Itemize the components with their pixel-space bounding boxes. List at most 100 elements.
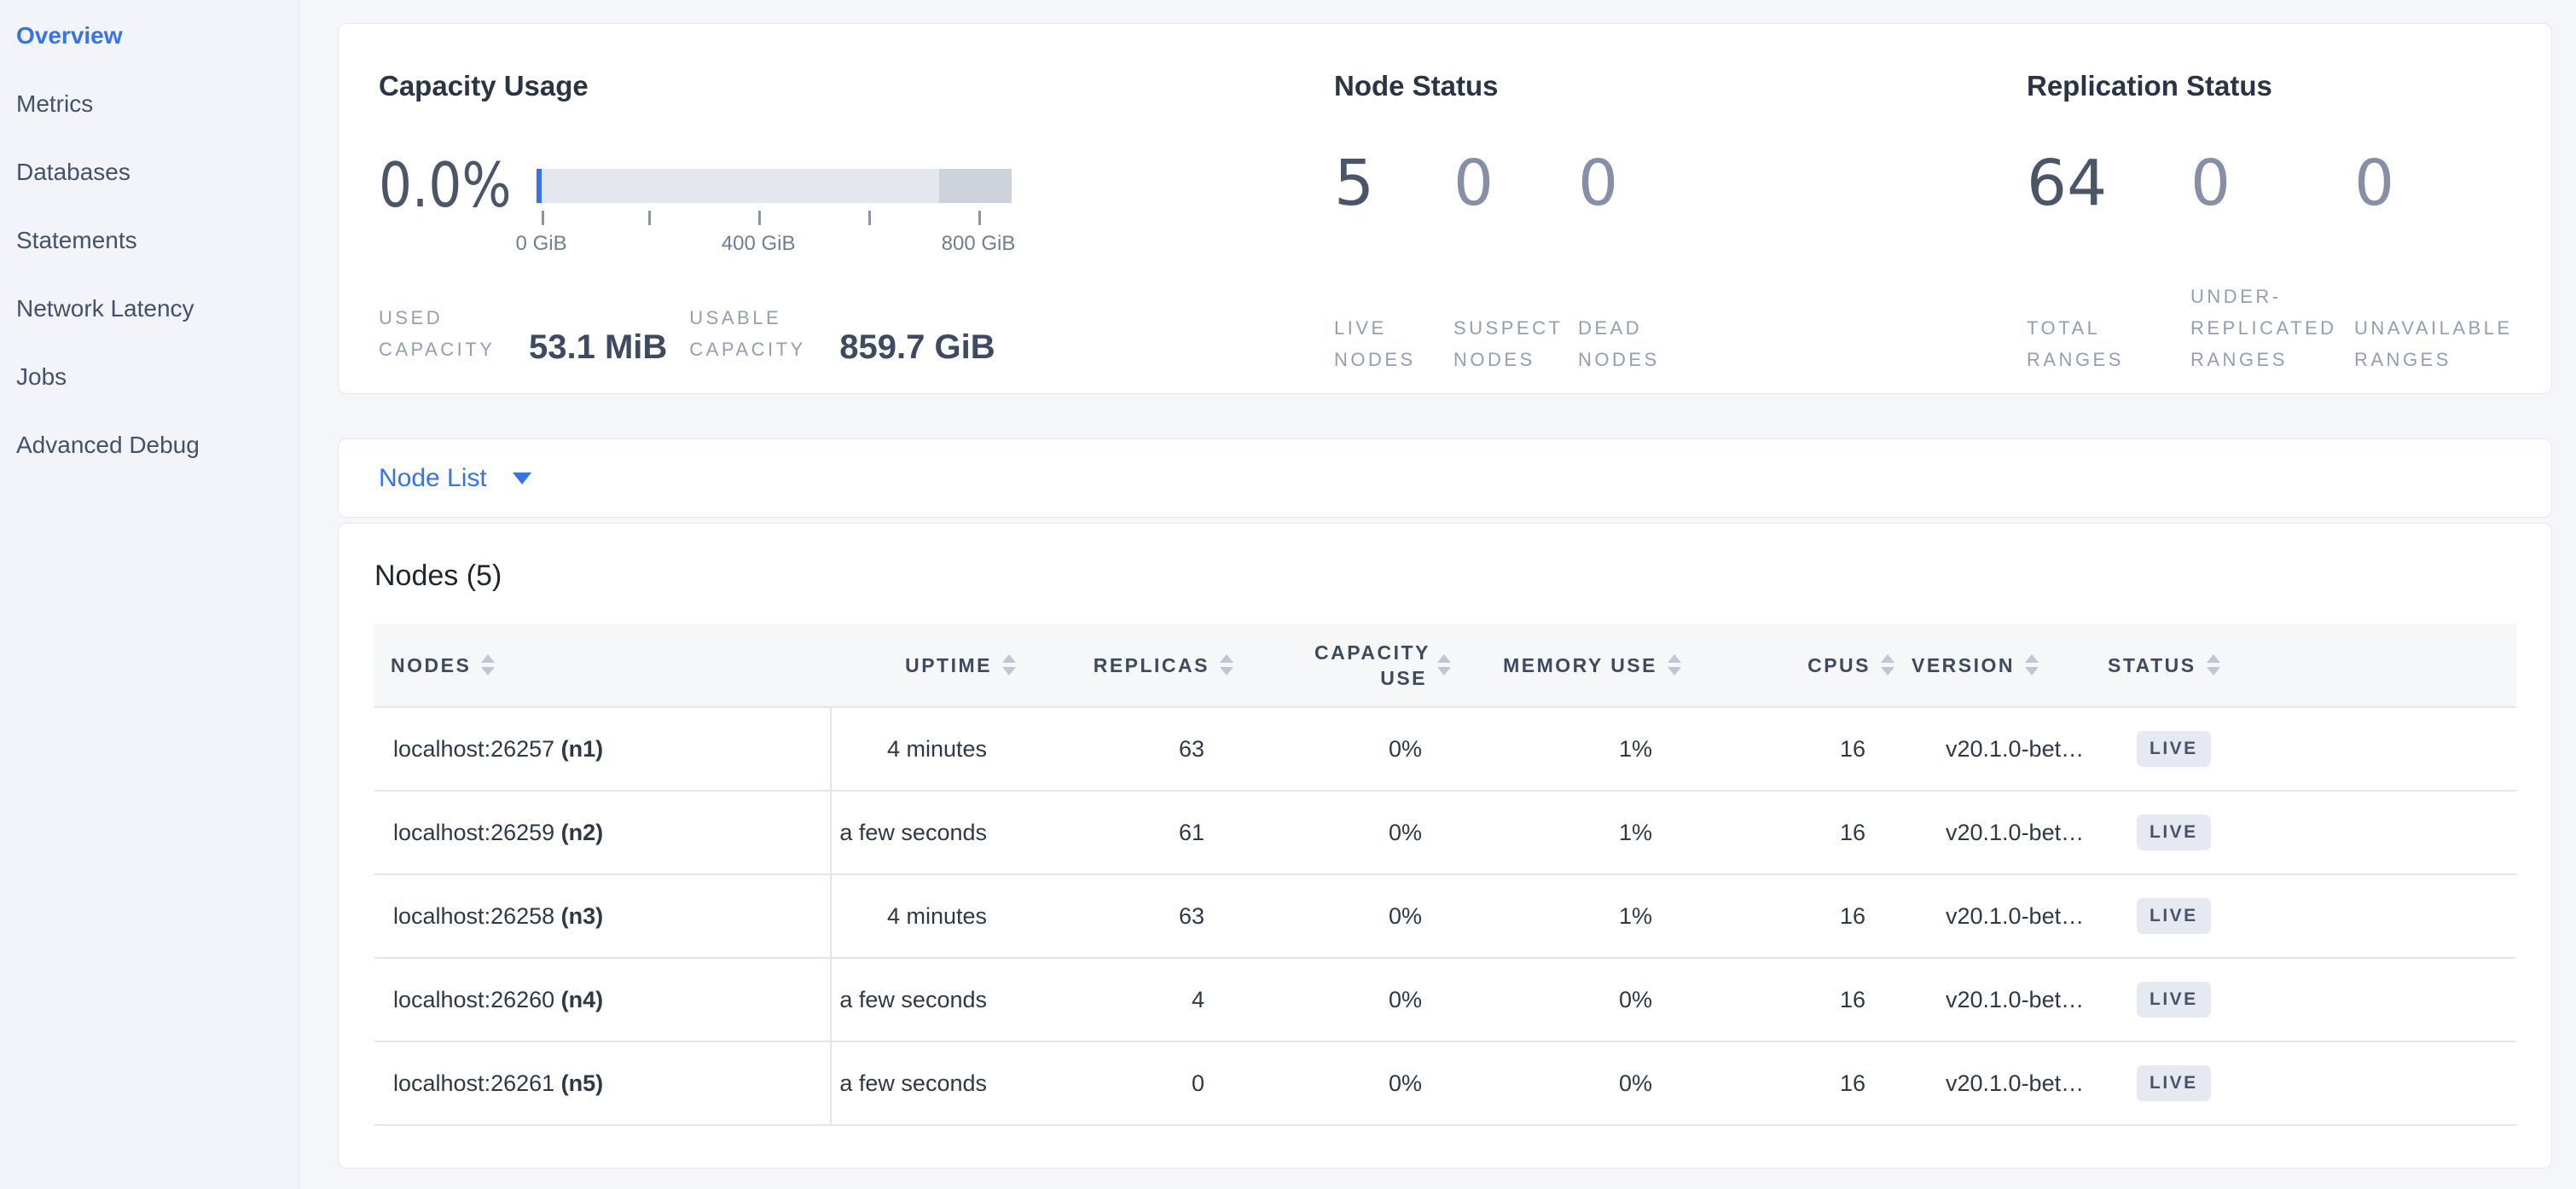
live-nodes-value: 5: [1334, 147, 1375, 220]
capacity-bar-used-marker: [537, 169, 542, 203]
column-header-uptime[interactable]: UPTIME: [831, 624, 1033, 708]
under-replicated-ranges-stat: 0 UNDER- REPLICATED RANGES: [2190, 143, 2354, 375]
axis-label-400gib: 400 GiB: [721, 232, 796, 255]
table-row-node-3[interactable]: localhost:26258 (n3) 4 minutes 63 0% 1% …: [374, 874, 2516, 959]
node-uptime: a few seconds: [831, 1041, 1033, 1126]
usable-capacity-stat: USABLE CAPACITY 859.7 GiB: [689, 302, 995, 365]
node-cpus: 16: [1698, 707, 1912, 792]
status-badge: LIVE: [2137, 982, 2211, 1018]
node-replicas: 63: [1033, 874, 1250, 959]
column-header-status[interactable]: STATUS: [2108, 624, 2516, 708]
node-version: v20.1.0-bet…: [1912, 958, 2108, 1042]
node-version: v20.1.0-bet…: [1912, 1041, 2108, 1126]
node-address[interactable]: localhost:26261: [393, 1070, 555, 1096]
column-header-memory-use[interactable]: MEMORY USE: [1468, 624, 1698, 708]
chevron-down-icon: [512, 472, 531, 484]
column-header-cpus[interactable]: CPUS: [1698, 624, 1912, 708]
node-version: v20.1.0-bet…: [1912, 707, 2108, 792]
sidebar-item-advanced-debug[interactable]: Advanced Debug: [16, 432, 200, 458]
used-capacity-label: USED CAPACITY: [379, 307, 496, 360]
capacity-bar-nonusable-segment: [938, 169, 1012, 203]
node-address[interactable]: localhost:26257: [393, 735, 555, 762]
live-nodes-stat: 5 LIVE NODES: [1334, 143, 1453, 375]
replication-status-title: Replication Status: [2027, 70, 2272, 102]
sort-icon[interactable]: [2206, 654, 2220, 676]
capacity-usage-section: Capacity Usage 0.0% 0 GiB 400 GiB 800 Gi…: [379, 70, 1334, 393]
column-header-nodes[interactable]: NODES: [374, 624, 831, 708]
sort-icon[interactable]: [1220, 654, 1233, 676]
usable-capacity-label: USABLE CAPACITY: [689, 307, 806, 360]
sidebar-item-statements[interactable]: Statements: [16, 227, 137, 253]
capacity-bar: [537, 169, 1012, 203]
sort-icon[interactable]: [1437, 654, 1451, 676]
total-ranges-label: TOTAL RANGES: [2027, 317, 2124, 370]
node-cpus: 16: [1698, 874, 1912, 959]
table-row-node-2[interactable]: localhost:26259 (n2) a few seconds 61 0%…: [374, 791, 2516, 875]
column-header-replicas-label: REPLICAS: [1093, 653, 1210, 676]
sort-icon[interactable]: [1881, 654, 1894, 676]
usable-capacity-value: 859.7 GiB: [839, 328, 995, 366]
node-capacity-use: 0%: [1250, 958, 1468, 1042]
axis-label-0gib: 0 GiB: [515, 232, 567, 255]
node-address[interactable]: localhost:26259: [393, 819, 555, 845]
node-capacity-use: 0%: [1250, 1041, 1468, 1126]
node-version: v20.1.0-bet…: [1912, 874, 2108, 959]
dead-nodes-stat: 0 DEAD NODES: [1578, 143, 1697, 375]
sidebar-item-overview[interactable]: Overview: [16, 22, 123, 49]
column-header-status-label: STATUS: [2108, 653, 2196, 676]
node-memory-use: 1%: [1468, 874, 1698, 959]
status-badge: LIVE: [2137, 898, 2211, 934]
table-row-node-1[interactable]: localhost:26257 (n1) 4 minutes 63 0% 1% …: [374, 707, 2516, 792]
node-name: (n3): [560, 902, 604, 929]
sort-icon[interactable]: [1668, 654, 1681, 676]
node-capacity-use: 0%: [1250, 707, 1468, 792]
capacity-axis-ticks: [537, 211, 1012, 226]
node-memory-use: 1%: [1468, 707, 1698, 792]
cluster-summary-card: Capacity Usage 0.0% 0 GiB 400 GiB 800 Gi…: [338, 23, 2552, 394]
column-header-uptime-label: UPTIME: [905, 653, 992, 676]
column-header-capacity-use[interactable]: CAPACITY USE: [1250, 624, 1468, 708]
capacity-used-percent: 0.0%: [379, 149, 512, 221]
sidebar-item-databases[interactable]: Databases: [16, 159, 131, 185]
unavailable-ranges-stat: 0 UNAVAILABLE RANGES: [2354, 143, 2518, 375]
suspect-nodes-label: SUSPECT NODES: [1453, 317, 1564, 370]
node-address[interactable]: localhost:26258: [393, 902, 555, 929]
dead-nodes-label: DEAD NODES: [1578, 317, 1660, 370]
node-cpus: 16: [1698, 958, 1912, 1042]
sidebar-item-jobs[interactable]: Jobs: [16, 363, 67, 390]
suspect-nodes-value: 0: [1453, 147, 1494, 220]
node-capacity-use: 0%: [1250, 791, 1468, 875]
table-row-node-5[interactable]: localhost:26261 (n5) a few seconds 0 0% …: [374, 1041, 2516, 1126]
used-capacity-value: 53.1 MiB: [529, 328, 668, 366]
node-replicas: 4: [1033, 958, 1250, 1042]
nodes-table-card: Nodes (5) NODES UPTIME REPLICA: [338, 523, 2552, 1169]
node-address[interactable]: localhost:26260: [393, 986, 555, 1012]
sort-icon[interactable]: [481, 654, 496, 676]
node-uptime: 4 minutes: [831, 707, 1033, 792]
sort-icon[interactable]: [2025, 654, 2039, 676]
status-badge: LIVE: [2137, 1065, 2211, 1101]
node-name: (n1): [560, 735, 604, 762]
node-memory-use: 0%: [1468, 958, 1698, 1042]
sort-icon[interactable]: [1002, 654, 1016, 676]
column-header-replicas[interactable]: REPLICAS: [1033, 624, 1250, 708]
main-content: Capacity Usage 0.0% 0 GiB 400 GiB 800 Gi…: [299, 0, 2576, 1189]
node-replicas: 61: [1033, 791, 1250, 875]
column-header-cpus-label: CPUS: [1807, 653, 1871, 676]
sidebar-item-network-latency[interactable]: Network Latency: [16, 295, 194, 322]
replication-status-section: Replication Status 64 TOTAL RANGES 0 UND…: [2027, 70, 2551, 393]
node-cpus: 16: [1698, 1041, 1912, 1126]
status-badge: LIVE: [2137, 731, 2211, 767]
node-list-dropdown[interactable]: Node List: [338, 438, 2552, 518]
sidebar: Overview Metrics Databases Statements Ne…: [0, 0, 299, 1189]
capacity-bar-chart: 0 GiB 400 GiB 800 GiB: [516, 169, 1016, 258]
total-ranges-value: 64: [2027, 147, 2108, 220]
under-replicated-ranges-label: UNDER- REPLICATED RANGES: [2190, 286, 2337, 370]
capacity-axis-labels: 0 GiB 400 GiB 800 GiB: [516, 232, 1016, 258]
column-header-version[interactable]: VERSION: [1912, 624, 2108, 708]
table-row-node-4[interactable]: localhost:26260 (n4) a few seconds 4 0% …: [374, 958, 2516, 1042]
unavailable-ranges-label: UNAVAILABLE RANGES: [2354, 317, 2513, 370]
capacity-usage-title: Capacity Usage: [379, 70, 589, 102]
node-list-dropdown-label: Node List: [379, 463, 487, 492]
sidebar-item-metrics[interactable]: Metrics: [16, 90, 94, 117]
